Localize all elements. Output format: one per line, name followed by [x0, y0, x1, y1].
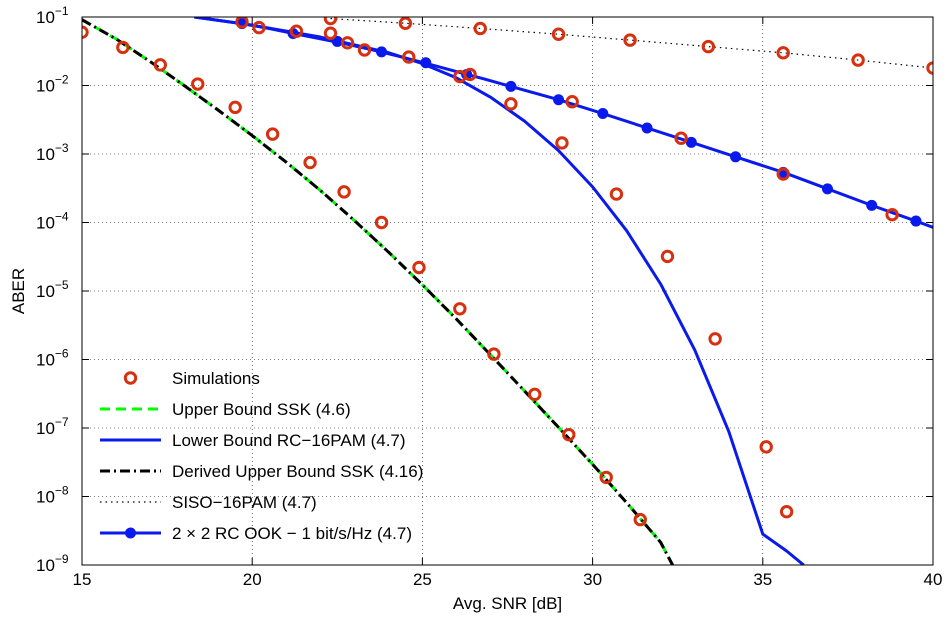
simulation-point — [340, 36, 355, 50]
simulation-point — [885, 207, 899, 222]
rc-ook-point — [821, 183, 833, 195]
simulation-point — [701, 39, 716, 54]
simulation-point — [153, 58, 167, 72]
x-tick-label: 35 — [753, 570, 772, 589]
simulation-point — [776, 46, 790, 60]
simulation-point — [289, 24, 304, 38]
grid-lines — [82, 17, 933, 565]
simulation-point — [565, 95, 579, 109]
x-tick-label: 30 — [583, 570, 602, 589]
simulation-point — [303, 155, 317, 170]
simulation-point — [487, 347, 501, 361]
rc-ook-point — [505, 80, 517, 92]
x-tick-label: 25 — [413, 570, 432, 589]
simulation-point — [551, 27, 566, 41]
legend-label: Simulations — [172, 369, 260, 388]
simulation-point — [708, 332, 722, 346]
simulation-point — [235, 17, 249, 29]
siso-16pam-4-7-line — [330, 17, 933, 69]
simulation-point — [776, 167, 790, 181]
simulation-point — [528, 387, 542, 402]
simulation-point — [463, 67, 477, 82]
rc-ook-point — [866, 199, 878, 211]
simulation-point — [116, 40, 130, 55]
legend: Simulations Upper Bound SSK (4.6) Lower Bo… — [100, 369, 423, 543]
rc-ook-point — [420, 57, 432, 69]
simulation-point — [252, 20, 266, 35]
x-tick-labels: 15 20 25 30 35 40 — [73, 570, 943, 589]
simulation-point — [337, 185, 351, 199]
rc-ook-point — [685, 136, 697, 148]
simulation-point — [402, 50, 416, 64]
simulation-point — [412, 260, 426, 275]
simulation-point — [851, 53, 865, 67]
simulation-point — [599, 470, 613, 485]
series-layer — [82, 17, 933, 565]
legend-label: Upper Bound SSK (4.6) — [172, 400, 351, 419]
x-axis-label: Avg. SNR [dB] — [453, 594, 562, 613]
simulation-point — [228, 100, 242, 115]
simulation-point — [504, 97, 518, 111]
rc-ook-point — [597, 108, 609, 120]
simulation-point — [357, 43, 372, 57]
legend-label: SISO−16PAM (4.7) — [172, 493, 317, 512]
simulation-point — [398, 17, 413, 30]
simulation-point — [555, 136, 569, 150]
y-tick-label: 10−6 — [36, 347, 69, 370]
x-tick-label: 15 — [73, 570, 92, 589]
simulation-point — [191, 77, 205, 91]
simulation-point — [779, 504, 794, 519]
simulation-point — [323, 17, 338, 26]
y-tick-label: 10−9 — [36, 552, 69, 575]
rc-ook-point — [553, 94, 565, 106]
y-tick-label: 10−3 — [36, 141, 69, 164]
legend-label: Derived Upper Bound SSK (4.16) — [172, 462, 423, 481]
y-tick-labels: 10−1 10−2 10−3 10−4 10−5 10−6 10−7 10−8 10−9 — [36, 4, 69, 575]
y-tick-label: 10−5 — [36, 278, 69, 301]
2-2-rc-ook-1-bit-s-hz-4-7-line — [194, 17, 933, 229]
y-tick-label: 10−7 — [36, 415, 69, 438]
simulation-point — [633, 512, 647, 527]
y-tick-label: 10−8 — [36, 484, 69, 507]
legend-label: 2 × 2 RC OOK − 1 bit/s/Hz (4.7) — [172, 524, 412, 543]
tick-marks — [81, 16, 934, 566]
rc-ook-point — [641, 122, 653, 134]
simulation-point — [562, 427, 576, 442]
simulation-point — [660, 249, 675, 264]
y-tick-label: 10−4 — [36, 210, 69, 233]
simulation-point — [453, 302, 467, 316]
simulation-point — [374, 215, 389, 230]
simulation-point — [265, 127, 280, 141]
legend-simulations-marker — [123, 371, 138, 385]
simulation-point — [323, 26, 338, 40]
simulation-point — [623, 33, 637, 47]
rc-ook-point — [910, 215, 922, 227]
simulation-point — [609, 187, 624, 201]
y-axis-label: ABER — [9, 268, 28, 314]
y-tick-label: 10−1 — [36, 4, 69, 27]
derived-upper-bound-ssk-4-16-line — [82, 18, 674, 565]
simulation-point — [473, 21, 487, 36]
y-tick-label: 10−2 — [36, 73, 69, 96]
legend-label: Lower Bound RC−16PAM (4.7) — [172, 431, 406, 450]
x-tick-label: 40 — [924, 570, 943, 589]
rc-ook-point — [730, 151, 742, 163]
simulation-point — [674, 131, 688, 145]
legend-rc-ook-marker — [125, 527, 136, 539]
simulation-point — [759, 440, 773, 454]
x-tick-label: 20 — [243, 570, 262, 589]
rc-ook-point — [376, 46, 388, 58]
